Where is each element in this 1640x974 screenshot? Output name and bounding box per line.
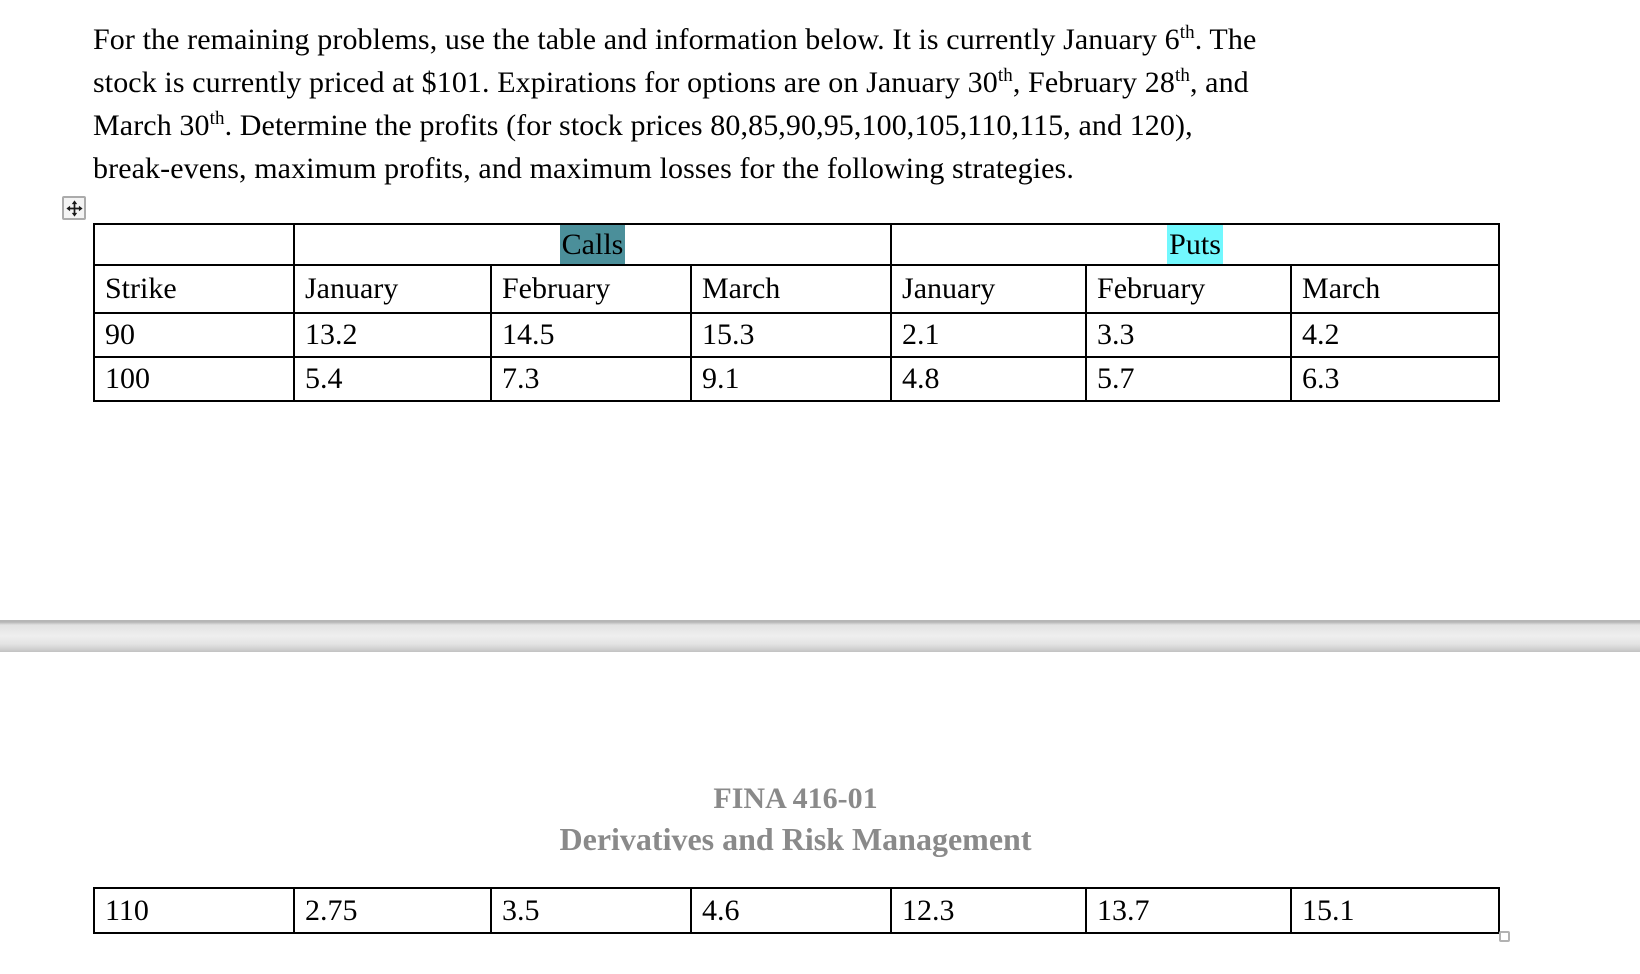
options-price-table-continuation: 110 2.75 3.5 4.6 12.3 13.7 15.1 xyxy=(93,887,1500,934)
cell-value: 4.8 xyxy=(890,356,1088,402)
page-break-divider xyxy=(0,620,1640,652)
cell-value: 5.4 xyxy=(293,356,492,402)
intro-line-2: stock is currently priced at $101. Expir… xyxy=(93,65,1249,99)
calls-label-highlighted: Calls xyxy=(559,226,626,263)
cell-strike: 100 xyxy=(93,356,295,402)
intro-paragraph: For the remaining problems, use the tabl… xyxy=(93,18,1513,190)
table-row-strike-90: 90 13.2 14.5 15.3 2.1 3.3 4.2 xyxy=(93,312,1501,358)
cell-value: 15.1 xyxy=(1290,887,1500,934)
course-title: Derivatives and Risk Management xyxy=(559,821,1032,857)
cell-value: 3.5 xyxy=(490,887,692,934)
header-calls-january: January xyxy=(293,264,492,314)
cell-value: 2.75 xyxy=(293,887,492,934)
cell-value: 6.3 xyxy=(1290,356,1501,402)
cell-value: 14.5 xyxy=(490,312,692,358)
cell-value: 12.3 xyxy=(890,887,1087,934)
header-puts-march: March xyxy=(1290,264,1501,314)
puts-group-cell: Puts xyxy=(890,223,1501,266)
cell-value: 15.3 xyxy=(689,312,893,358)
intro-line-4: break-evens, maximum profits, and maximu… xyxy=(93,152,1074,185)
table-row-headers: Strike January February March January Fe… xyxy=(93,264,1501,314)
header-calls-february: February xyxy=(490,264,692,314)
header-strike: Strike xyxy=(93,264,295,314)
cell-strike: 90 xyxy=(93,312,295,358)
intro-line-3: March 30th. Determine the profits (for s… xyxy=(93,108,1193,142)
four-way-move-arrow-icon xyxy=(65,199,83,217)
cell-value: 13.2 xyxy=(293,312,492,358)
table-row-strike-110: 110 2.75 3.5 4.6 12.3 13.7 15.1 xyxy=(93,887,1500,934)
cell-value: 9.1 xyxy=(689,356,893,402)
cell-value: 2.1 xyxy=(890,312,1088,358)
table-row-groups: Calls Puts xyxy=(93,223,1501,266)
table-resize-handle[interactable] xyxy=(1499,931,1510,942)
options-price-table: Calls Puts Strike January February March… xyxy=(93,223,1501,402)
cell-value: 3.3 xyxy=(1085,312,1293,358)
header-puts-january: January xyxy=(890,264,1088,314)
puts-label-highlighted: Puts xyxy=(1167,226,1223,263)
course-code: FINA 416-01 xyxy=(713,782,878,815)
calls-group-cell: Calls xyxy=(292,223,893,266)
header-puts-february: February xyxy=(1085,264,1293,314)
cell-value: 7.3 xyxy=(490,356,692,402)
page2-header: FINA 416-01 Derivatives and Risk Managem… xyxy=(93,779,1498,859)
table-row-strike-100: 100 5.4 7.3 9.1 4.8 5.7 6.3 xyxy=(93,356,1501,402)
table-move-handle[interactable] xyxy=(62,196,86,220)
cell-strike: 110 xyxy=(93,887,295,934)
cell-value: 4.2 xyxy=(1290,312,1501,358)
cell-value: 4.6 xyxy=(690,887,892,934)
cell-value: 5.7 xyxy=(1085,356,1293,402)
cell-value: 13.7 xyxy=(1085,887,1292,934)
empty-corner-cell xyxy=(93,223,295,266)
header-calls-march: March xyxy=(689,264,893,314)
intro-line-1: For the remaining problems, use the tabl… xyxy=(93,22,1257,56)
